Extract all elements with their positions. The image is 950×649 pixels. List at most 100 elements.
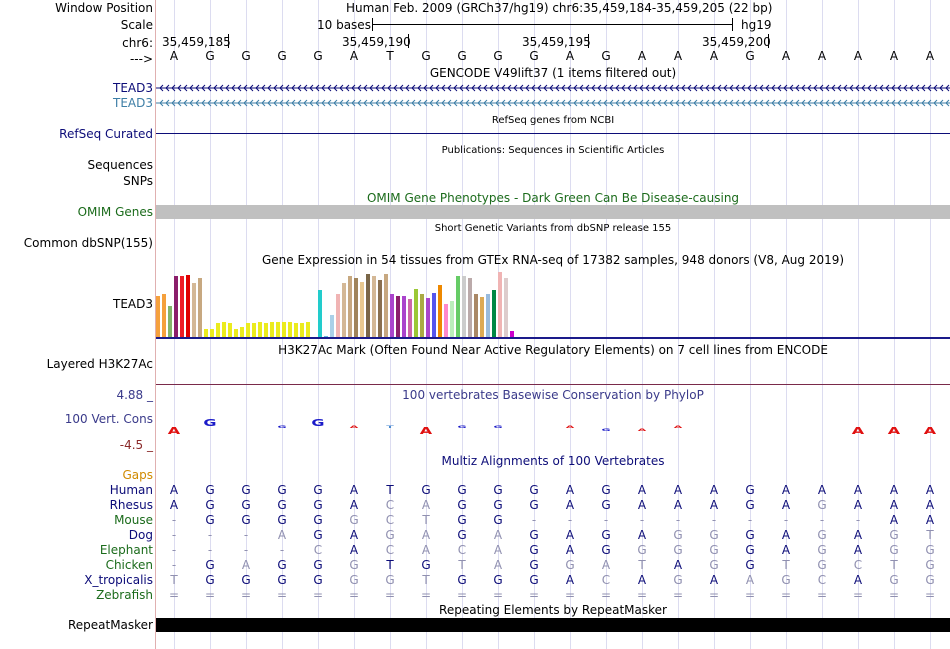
gtex-tissue-bar[interactable] xyxy=(276,322,280,337)
gtex-tissue-bar[interactable] xyxy=(228,323,232,337)
phylop-logo-letter[interactable]: A xyxy=(167,425,181,437)
gtex-tissue-bar[interactable] xyxy=(492,290,496,337)
refseq-line[interactable] xyxy=(156,133,950,134)
gtex-tissue-bar[interactable] xyxy=(306,322,310,337)
gtex-tissue-bar[interactable] xyxy=(186,275,190,337)
snps-label[interactable]: SNPs xyxy=(123,174,153,188)
phylop-logo-letter[interactable]: G xyxy=(277,424,287,429)
phylop-logo-letter[interactable]: A xyxy=(887,425,901,437)
gtex-tissue-bar[interactable] xyxy=(468,278,472,337)
gtex-tissue-bar[interactable] xyxy=(240,327,244,337)
gencode-transcript-1[interactable] xyxy=(156,81,950,95)
phylop-logo-letter[interactable]: T xyxy=(386,424,394,429)
gtex-tissue-bar[interactable] xyxy=(234,329,238,337)
gtex-tissue-bar[interactable] xyxy=(348,276,352,337)
phylop-label[interactable]: 100 Vert. Cons xyxy=(64,412,153,426)
gtex-tissue-bar[interactable] xyxy=(498,272,502,337)
phylop-logo-letter[interactable]: A xyxy=(923,425,937,437)
phylop-logo-letter[interactable]: A xyxy=(349,424,359,429)
gtex-tissue-bar[interactable] xyxy=(336,294,340,337)
gencode-transcript-2[interactable] xyxy=(156,96,950,110)
gtex-tissue-bar[interactable] xyxy=(372,276,376,337)
gtex-tissue-bar[interactable] xyxy=(354,278,358,337)
gtex-tissue-bar[interactable] xyxy=(474,294,478,337)
gtex-tissue-bar[interactable] xyxy=(378,280,382,337)
gencode-gene-label-1[interactable]: TEAD3 xyxy=(113,81,153,95)
gtex-tissue-bar[interactable] xyxy=(216,323,220,337)
gencode-gene-label-2[interactable]: TEAD3 xyxy=(113,96,153,110)
gtex-tissue-bar[interactable] xyxy=(210,329,214,337)
gtex-tissue-bar[interactable] xyxy=(426,298,430,337)
gtex-tissue-bar[interactable] xyxy=(420,294,424,337)
phylop-logo-letter[interactable]: G xyxy=(457,424,467,429)
species-label[interactable]: Human xyxy=(109,483,153,497)
gtex-tissue-bar[interactable] xyxy=(414,289,418,337)
phylop-logo-letter[interactable]: G xyxy=(311,417,325,429)
species-label[interactable]: Rhesus xyxy=(109,498,153,512)
phylop-logo-letter[interactable]: G xyxy=(601,427,611,432)
gtex-tissue-bar[interactable] xyxy=(396,296,400,337)
gtex-tissue-bar[interactable] xyxy=(402,296,406,337)
gtex-gene-label[interactable]: TEAD3 xyxy=(113,297,153,311)
gtex-tissue-bar[interactable] xyxy=(408,299,412,337)
phylop-logo-letter[interactable]: A xyxy=(673,424,683,429)
gtex-tissue-bar[interactable] xyxy=(504,278,508,337)
gtex-tissue-bar[interactable] xyxy=(252,323,256,337)
gtex-tissue-bar[interactable] xyxy=(444,304,448,337)
species-label[interactable]: Dog xyxy=(128,528,153,542)
gtex-tissue-bar[interactable] xyxy=(342,283,346,337)
gtex-tissue-bar[interactable] xyxy=(432,293,436,337)
gtex-tissue-bar[interactable] xyxy=(300,323,304,337)
gtex-expression-bars[interactable] xyxy=(156,268,536,337)
gtex-tissue-bar[interactable] xyxy=(390,294,394,337)
gtex-tissue-bar[interactable] xyxy=(258,322,262,337)
gtex-tissue-bar[interactable] xyxy=(264,323,268,337)
gtex-tissue-bar[interactable] xyxy=(360,282,364,337)
gtex-tissue-bar[interactable] xyxy=(462,276,466,337)
phylop-logo-letter[interactable]: A xyxy=(419,425,433,437)
gtex-tissue-bar[interactable] xyxy=(456,276,460,337)
h3k27ac-label[interactable]: Layered H3K27Ac xyxy=(46,357,153,371)
gtex-tissue-bar[interactable] xyxy=(438,285,442,337)
gtex-tissue-bar[interactable] xyxy=(222,322,226,337)
phylop-logo-letter[interactable]: G xyxy=(493,424,503,429)
gtex-tissue-bar[interactable] xyxy=(324,336,328,337)
omim-gene-bar[interactable] xyxy=(156,205,950,219)
species-label[interactable]: Zebrafish xyxy=(96,588,153,602)
species-label[interactable]: Chicken xyxy=(105,558,153,572)
gtex-tissue-bar[interactable] xyxy=(330,315,334,337)
gtex-tissue-bar[interactable] xyxy=(174,276,178,337)
sequences-label[interactable]: Sequences xyxy=(87,158,153,172)
gtex-tissue-bar[interactable] xyxy=(180,276,184,337)
gtex-tissue-bar[interactable] xyxy=(486,294,490,337)
gtex-tissue-bar[interactable] xyxy=(156,296,160,337)
phylop-logo-letter[interactable]: A xyxy=(565,424,575,429)
refseq-label[interactable]: RefSeq Curated xyxy=(59,127,153,141)
phylop-logo-letter[interactable]: G xyxy=(203,417,217,429)
gtex-tissue-bar[interactable] xyxy=(294,323,298,337)
dbsnp-label[interactable]: Common dbSNP(155) xyxy=(23,236,153,250)
gtex-tissue-bar[interactable] xyxy=(192,283,196,337)
species-label[interactable]: X_tropicalis xyxy=(84,573,153,587)
gtex-tissue-bar[interactable] xyxy=(366,274,370,337)
gtex-tissue-bar[interactable] xyxy=(162,294,166,337)
omim-label[interactable]: OMIM Genes xyxy=(77,205,153,219)
gtex-tissue-bar[interactable] xyxy=(168,306,172,337)
gtex-tissue-bar[interactable] xyxy=(384,274,388,337)
gtex-tissue-bar[interactable] xyxy=(246,323,250,337)
repeatmasker-element-bar[interactable] xyxy=(156,618,950,632)
gtex-tissue-bar[interactable] xyxy=(204,329,208,337)
gtex-tissue-bar[interactable] xyxy=(270,322,274,337)
gtex-tissue-bar[interactable] xyxy=(480,297,484,337)
phylop-logo-letter[interactable]: A xyxy=(851,425,865,437)
gtex-tissue-bar[interactable] xyxy=(318,290,322,337)
gtex-tissue-bar[interactable] xyxy=(282,322,286,337)
gtex-tissue-bar[interactable] xyxy=(288,322,292,337)
phylop-logo-letter[interactable]: A xyxy=(637,427,647,432)
species-label[interactable]: Elephant xyxy=(99,543,153,557)
repeatmasker-label[interactable]: RepeatMasker xyxy=(67,618,153,632)
gtex-tissue-bar[interactable] xyxy=(198,278,202,337)
gtex-tissue-bar[interactable] xyxy=(510,331,514,337)
species-label[interactable]: Mouse xyxy=(114,513,153,527)
gtex-tissue-bar[interactable] xyxy=(450,301,454,337)
